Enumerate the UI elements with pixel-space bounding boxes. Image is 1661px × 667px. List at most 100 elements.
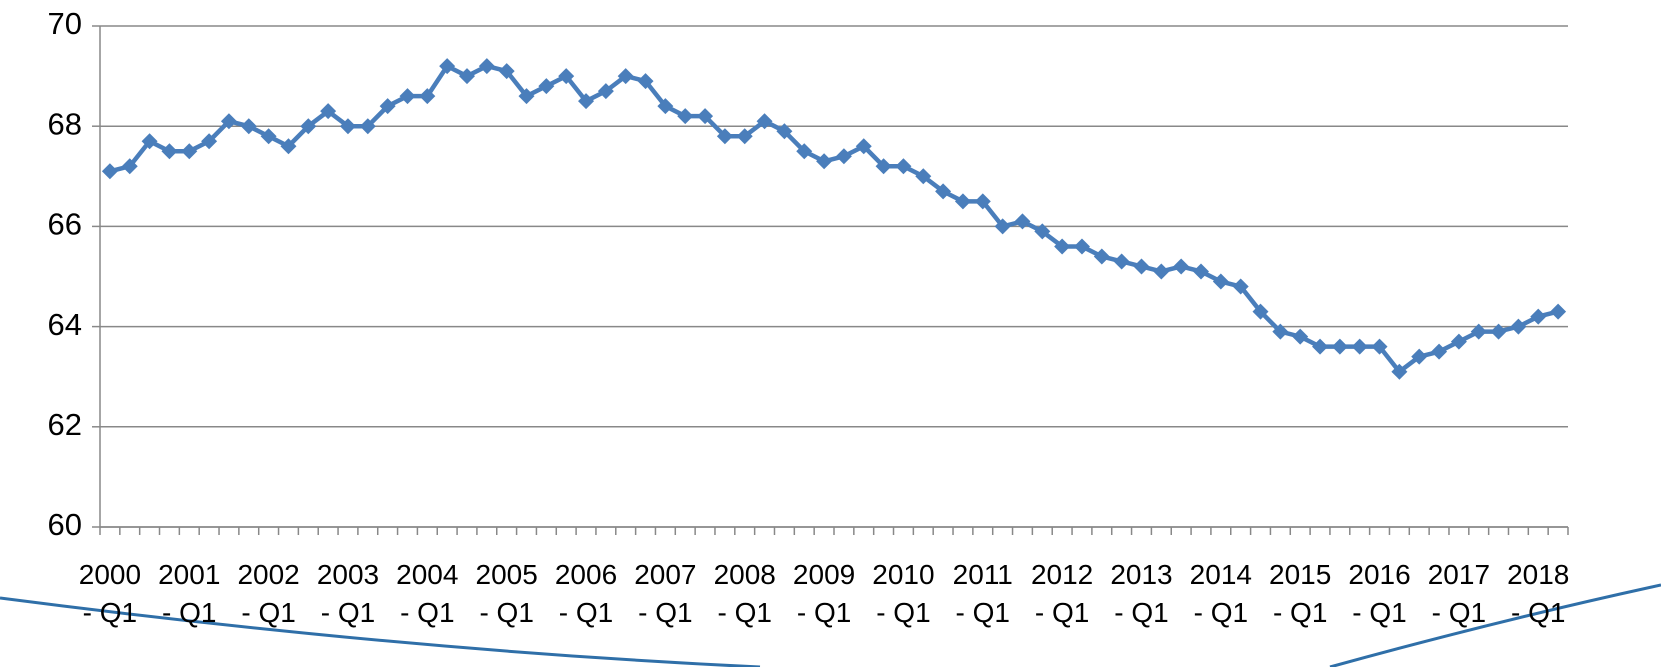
y-tick-label: 68 bbox=[48, 106, 82, 141]
x-tick-label: 2006 - Q1 bbox=[554, 559, 618, 628]
marker bbox=[915, 168, 932, 185]
marker bbox=[518, 88, 535, 105]
marker bbox=[161, 143, 178, 160]
x-tick-label: 2009 - Q1 bbox=[792, 559, 856, 628]
marker bbox=[776, 123, 793, 140]
marker bbox=[1411, 348, 1428, 365]
x-tick-label: 2004 - Q1 bbox=[396, 559, 459, 628]
marker bbox=[1212, 273, 1229, 290]
marker bbox=[359, 118, 376, 135]
marker bbox=[1193, 263, 1209, 280]
marker bbox=[716, 128, 733, 145]
x-tick-label: 2018 - Q1 bbox=[1507, 559, 1570, 628]
marker bbox=[1490, 323, 1507, 340]
marker bbox=[617, 68, 634, 85]
marker bbox=[141, 133, 158, 150]
y-tick-label: 60 bbox=[48, 507, 82, 542]
marker bbox=[657, 98, 674, 115]
marker bbox=[379, 98, 396, 115]
x-tick-label: 2013 - Q1 bbox=[1110, 559, 1173, 628]
marker bbox=[935, 183, 952, 200]
marker bbox=[300, 118, 317, 135]
marker bbox=[1093, 248, 1110, 265]
marker bbox=[339, 118, 356, 135]
y-tick-label: 66 bbox=[48, 207, 82, 242]
marker bbox=[855, 138, 872, 155]
marker bbox=[1054, 238, 1071, 255]
marker bbox=[756, 113, 773, 130]
marker bbox=[1530, 308, 1547, 325]
x-tick-label: 2002 - Q1 bbox=[237, 559, 300, 628]
marker bbox=[954, 193, 971, 210]
x-tick-label: 2012 - Q1 bbox=[1030, 559, 1094, 628]
marker bbox=[1431, 343, 1448, 360]
marker bbox=[796, 143, 813, 160]
marker bbox=[1470, 323, 1487, 340]
marker bbox=[1113, 253, 1130, 270]
marker bbox=[201, 133, 218, 150]
marker bbox=[895, 158, 912, 175]
x-tick-label: 2008 - Q1 bbox=[713, 559, 776, 628]
marker bbox=[220, 113, 237, 130]
marker bbox=[320, 103, 337, 120]
marker bbox=[835, 148, 852, 165]
x-tick-label: 2017 - Q1 bbox=[1427, 559, 1491, 628]
marker bbox=[1232, 278, 1249, 295]
marker bbox=[1272, 323, 1289, 340]
marker bbox=[1391, 363, 1408, 380]
marker bbox=[1173, 258, 1190, 275]
x-tick-label: 2000 - Q1 bbox=[78, 559, 142, 628]
marker bbox=[1312, 338, 1329, 355]
marker bbox=[1133, 258, 1150, 275]
marker bbox=[875, 158, 892, 175]
y-tick-label: 70 bbox=[48, 6, 82, 41]
decor-swoosh bbox=[0, 596, 761, 667]
marker bbox=[1014, 213, 1031, 230]
marker bbox=[677, 108, 694, 125]
x-tick-label: 2005 - Q1 bbox=[475, 559, 538, 628]
marker bbox=[1034, 223, 1051, 240]
marker bbox=[121, 158, 138, 175]
x-tick-label: 2007 - Q1 bbox=[634, 559, 697, 628]
marker bbox=[736, 128, 753, 145]
marker bbox=[597, 83, 614, 100]
marker bbox=[1510, 318, 1527, 335]
marker bbox=[1371, 338, 1388, 355]
marker bbox=[240, 118, 257, 135]
marker bbox=[1073, 238, 1090, 255]
marker bbox=[1550, 303, 1567, 320]
marker bbox=[280, 138, 297, 155]
x-tick-label: 2014 - Q1 bbox=[1189, 559, 1252, 628]
x-tick-label: 2001 - Q1 bbox=[158, 559, 221, 628]
x-tick-label: 2016 - Q1 bbox=[1348, 559, 1411, 628]
decor-swoosh bbox=[1329, 583, 1661, 667]
marker bbox=[1252, 303, 1269, 320]
marker bbox=[974, 193, 991, 210]
y-tick-label: 64 bbox=[48, 307, 82, 342]
marker bbox=[538, 78, 555, 95]
marker bbox=[1351, 338, 1368, 355]
marker bbox=[816, 153, 833, 170]
marker bbox=[399, 88, 416, 105]
marker bbox=[994, 218, 1011, 235]
marker bbox=[478, 58, 495, 75]
marker bbox=[439, 58, 456, 75]
marker bbox=[260, 128, 277, 145]
marker bbox=[459, 68, 475, 85]
x-tick-label: 2015 - Q1 bbox=[1269, 559, 1332, 628]
x-tick-label: 2010 - Q1 bbox=[872, 559, 935, 628]
marker bbox=[578, 93, 595, 110]
marker bbox=[181, 143, 198, 160]
marker bbox=[1450, 333, 1467, 350]
x-tick-label: 2011 - Q1 bbox=[952, 559, 1013, 628]
marker bbox=[1331, 338, 1348, 355]
x-tick-label: 2003 - Q1 bbox=[316, 559, 380, 628]
marker bbox=[419, 88, 436, 105]
marker bbox=[637, 73, 654, 90]
marker bbox=[101, 163, 118, 180]
y-tick-label: 62 bbox=[48, 407, 82, 442]
marker bbox=[1153, 263, 1170, 280]
marker bbox=[697, 108, 714, 125]
